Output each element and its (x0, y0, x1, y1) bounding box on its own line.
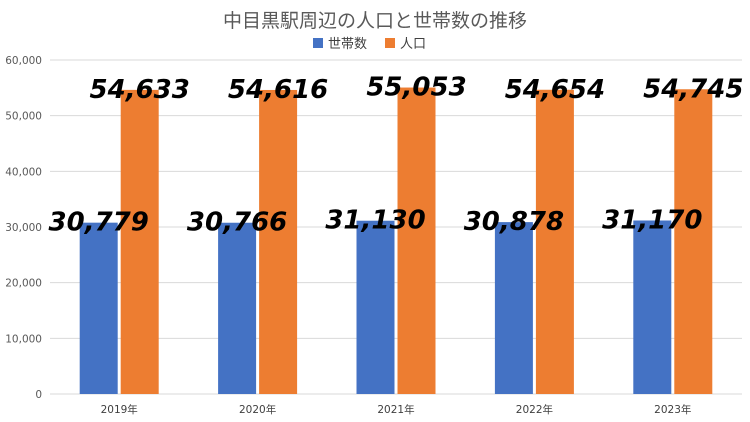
y-tick-label: 10,000 (5, 333, 42, 345)
bar-households (356, 220, 395, 394)
y-tick-label: 0 (35, 389, 42, 401)
data-label: 30,766 (187, 208, 287, 238)
legend-label-population: 人口 (400, 37, 426, 52)
legend: 世帯数 人口 (313, 37, 426, 52)
bars (79, 87, 713, 395)
gridlines (50, 59, 742, 395)
bar-population (674, 89, 713, 394)
data-label: 31,170 (602, 205, 702, 235)
bar-population (535, 89, 574, 394)
bar-population (259, 89, 298, 394)
y-tick-label: 60,000 (5, 55, 42, 67)
x-tick-label: 2022年 (516, 403, 553, 416)
data-label: 54,616 (228, 75, 328, 105)
data-label: 30,779 (49, 208, 149, 238)
bar-households (218, 222, 257, 394)
y-tick-label: 50,000 (5, 111, 42, 123)
x-tick-label: 2021年 (377, 403, 414, 416)
y-tick-label: 20,000 (5, 278, 42, 290)
x-tick-label: 2023年 (654, 403, 691, 416)
data-label: 54,745 (643, 74, 743, 104)
x-tick-label: 2019年 (101, 403, 138, 416)
bar-households (494, 222, 533, 394)
y-tick-label: 40,000 (5, 166, 42, 178)
bar-households (633, 220, 672, 394)
y-axis-ticks: 0 10,000 20,000 30,000 40,000 50,000 60,000 (5, 55, 42, 401)
legend-swatch-households (313, 38, 323, 48)
x-axis-ticks: 2019年 2020年 2021年 2022年 2023年 (101, 403, 692, 416)
data-label: 30,878 (464, 207, 564, 237)
data-label: 55,053 (366, 73, 466, 103)
data-label: 54,654 (505, 75, 605, 105)
chart-title: 中目黒駅周辺の人口と世帯数の推移 (223, 10, 527, 32)
bar-population (120, 89, 159, 395)
x-tick-label: 2020年 (239, 403, 276, 416)
bar-population (397, 87, 436, 394)
data-label: 54,633 (90, 75, 190, 105)
legend-label-households: 世帯数 (328, 37, 367, 52)
bar-households (79, 222, 118, 394)
legend-swatch-population (385, 38, 395, 48)
y-tick-label: 30,000 (5, 222, 42, 234)
data-labels: 30,779 54,633 30,766 54,616 31,130 55,053 30,8… (49, 73, 744, 238)
data-label: 31,130 (325, 206, 425, 236)
